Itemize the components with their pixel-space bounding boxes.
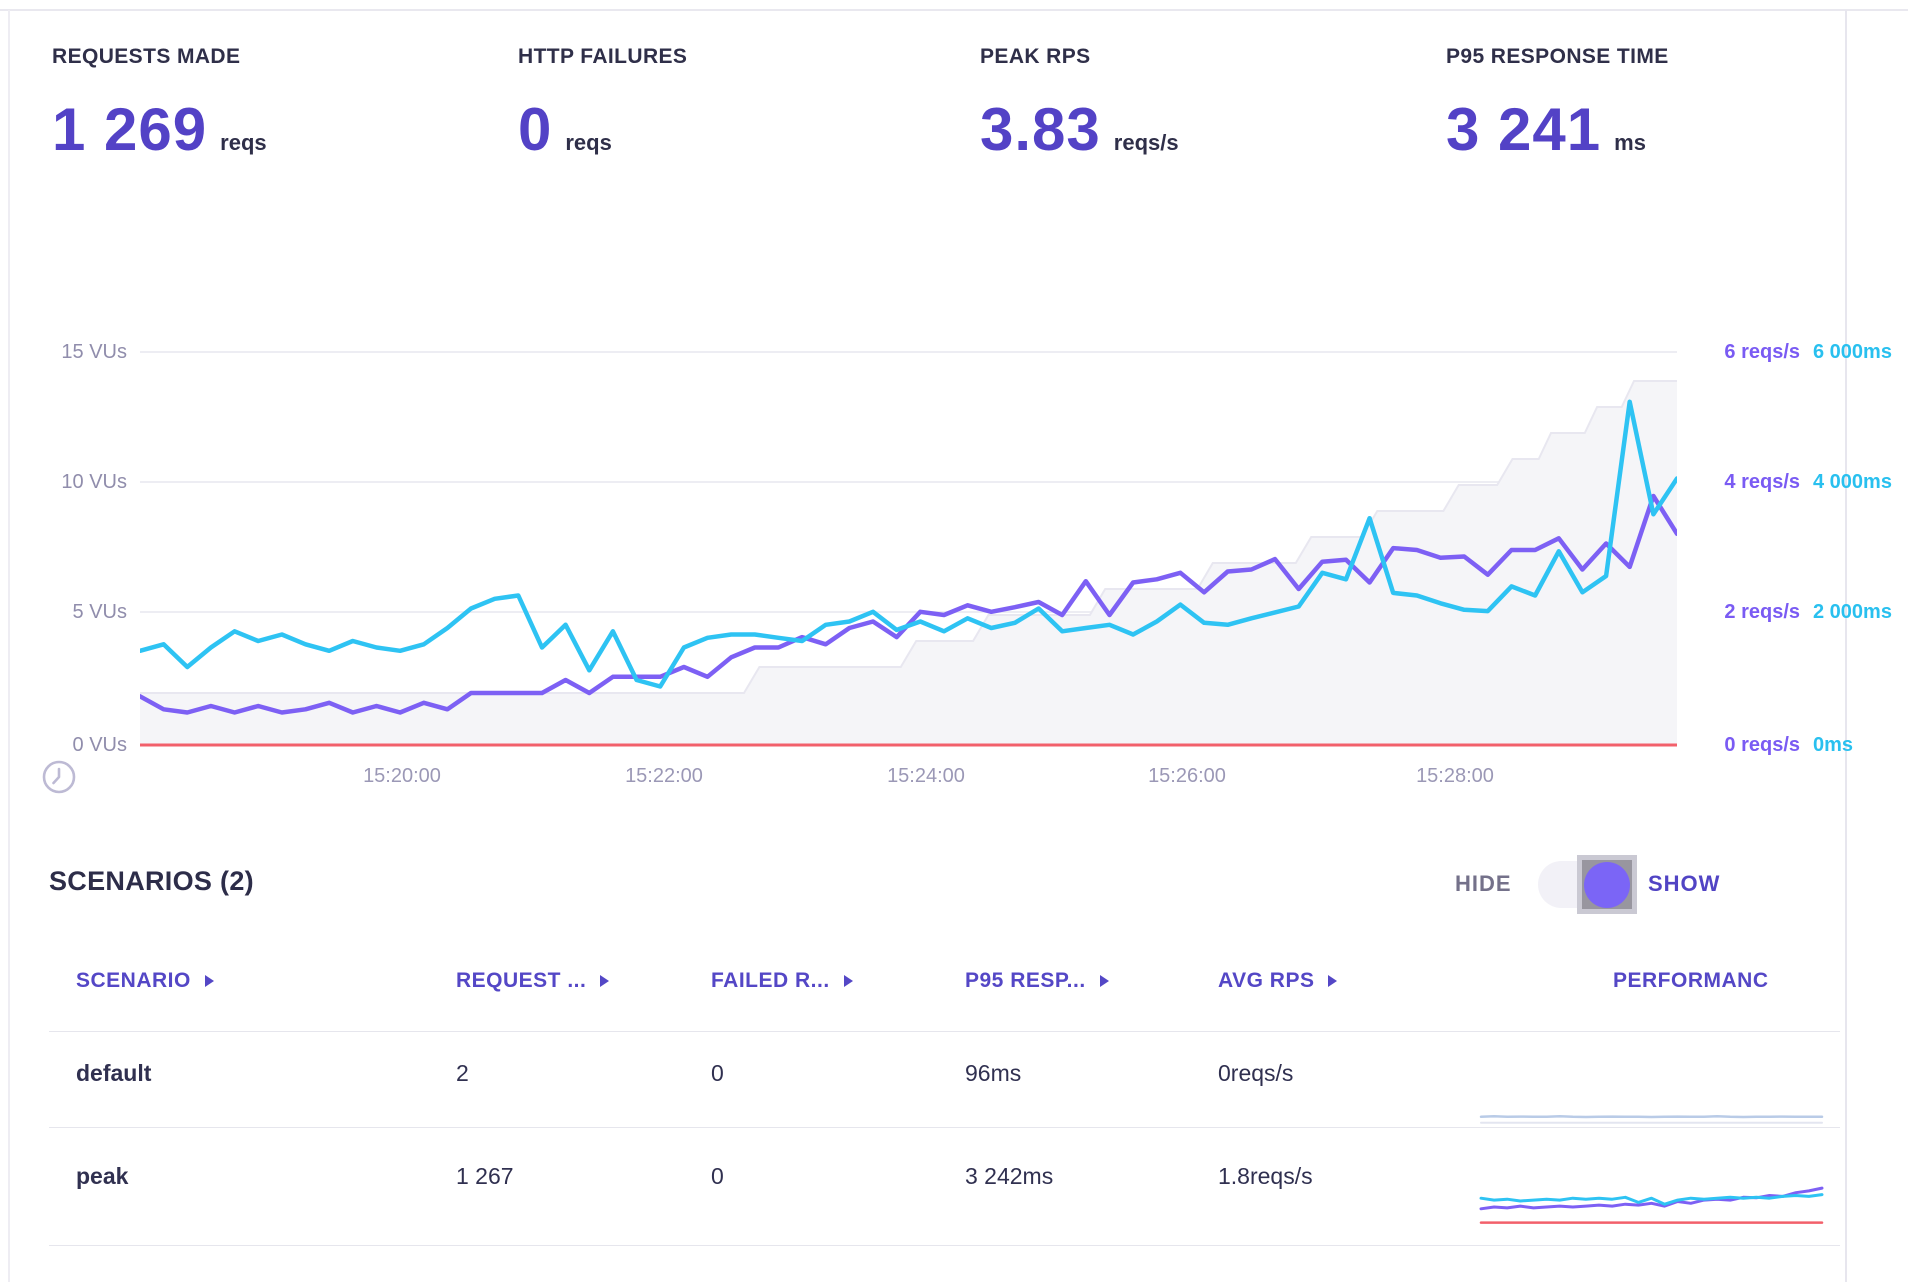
performance-chart [140, 351, 1677, 747]
column-header-avg-rps[interactable]: AVG RPS [1218, 966, 1338, 996]
cell-failed: 0 [711, 1163, 724, 1189]
table-divider [49, 1127, 1840, 1128]
cell-scenario: peak [76, 1163, 129, 1189]
y-axis-label-vus: 5 VUs [72, 601, 127, 623]
scenarios-title: SCENARIOS (2) [49, 866, 254, 896]
y-axis-label-rps: 4 reqs/s [1724, 471, 1800, 493]
sort-icon[interactable] [204, 975, 214, 987]
stat-unit: ms [1614, 130, 1646, 155]
y-axis-label-ms: 2 000ms [1813, 601, 1892, 623]
stat-value: 3 241 [1446, 96, 1602, 163]
stat-peak-rps: PEAK RPS 3.83 reqs/s [980, 44, 1179, 163]
stat-unit: reqs [565, 130, 612, 155]
sort-icon[interactable] [843, 975, 853, 987]
toggle-knob[interactable] [1584, 862, 1630, 908]
cell-requests: 2 [456, 1060, 469, 1086]
performance-sparkline [1479, 1115, 1824, 1124]
y-axis-label-vus: 10 VUs [61, 471, 127, 493]
cell-requests: 1 267 [456, 1163, 514, 1189]
y-axis-label-ms: 0ms [1813, 734, 1854, 756]
stat-p95-response-time: P95 RESPONSE TIME 3 241 ms [1446, 44, 1669, 163]
card-top-border [0, 9, 1908, 11]
cell-scenario: default [76, 1060, 152, 1086]
column-header-p95-response[interactable]: P95 RESP... [965, 966, 1109, 996]
column-header-scenario[interactable]: SCENARIO [76, 966, 214, 996]
toggle-show-label[interactable]: SHOW [1648, 871, 1721, 896]
y-axis-label-vus: 0 VUs [72, 734, 127, 756]
cell-failed: 0 [711, 1060, 724, 1086]
column-header-requests[interactable]: REQUEST ... [456, 966, 610, 996]
stat-unit: reqs [220, 130, 267, 155]
y-axis-label-rps: 2 reqs/s [1724, 601, 1800, 623]
cell-p95: 3 242ms [965, 1163, 1054, 1189]
card-left-border [8, 10, 10, 1282]
x-axis-tick: 15:28:00 [1416, 765, 1494, 787]
y-axis-label-ms: 4 000ms [1813, 471, 1892, 493]
stat-label: REQUESTS MADE [52, 45, 241, 68]
stat-label: PEAK RPS [980, 45, 1091, 68]
table-divider [49, 1245, 1840, 1246]
toggle-hide-label[interactable]: HIDE [1455, 871, 1512, 896]
cell-avg-rps: 1.8reqs/s [1218, 1163, 1313, 1189]
card-right-border [1845, 10, 1847, 1282]
clock-icon [42, 760, 76, 794]
y-axis-label-rps: 6 reqs/s [1724, 341, 1800, 363]
x-axis-tick: 15:26:00 [1148, 765, 1226, 787]
stat-value: 1 269 [52, 96, 208, 163]
sort-icon[interactable] [600, 975, 610, 987]
stat-requests-made: REQUESTS MADE 1 269 reqs [52, 44, 267, 163]
stat-unit: reqs/s [1113, 130, 1179, 155]
stat-label: P95 RESPONSE TIME [1446, 45, 1669, 68]
x-axis-tick: 15:24:00 [887, 765, 965, 787]
y-axis-label-rps: 0 reqs/s [1724, 734, 1800, 756]
stat-value: 3.83 [980, 96, 1101, 163]
performance-sparkline [1479, 1186, 1824, 1224]
table-divider [49, 1031, 1840, 1032]
stat-label: HTTP FAILURES [518, 45, 688, 68]
stat-http-failures: HTTP FAILURES 0 reqs [518, 44, 688, 163]
x-axis-tick: 15:22:00 [625, 765, 703, 787]
y-axis-label-vus: 15 VUs [61, 341, 127, 363]
stat-value: 0 [518, 96, 553, 163]
cell-p95: 96ms [965, 1060, 1022, 1086]
cell-avg-rps: 0reqs/s [1218, 1060, 1294, 1086]
sort-icon[interactable] [1099, 975, 1109, 987]
column-header-failed-requests[interactable]: FAILED R... [711, 966, 853, 996]
y-axis-label-ms: 6 000ms [1813, 341, 1892, 363]
x-axis-tick: 15:20:00 [363, 765, 441, 787]
column-header-performance: PERFORMANC [1613, 969, 1769, 992]
sort-icon[interactable] [1328, 975, 1338, 987]
